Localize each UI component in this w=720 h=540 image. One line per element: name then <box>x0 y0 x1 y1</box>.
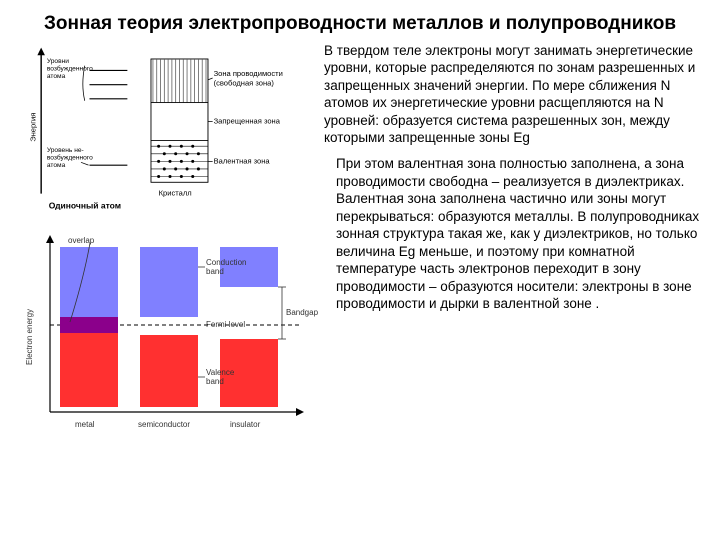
insulator-label: insulator <box>230 420 261 429</box>
forbidden-zone <box>151 102 208 140</box>
valence-zone-label: Валентная зона <box>214 156 271 165</box>
metal-bands <box>60 247 118 407</box>
excited-levels-label: Уровни возбужденного атома <box>47 58 95 80</box>
diagrams-column: Энергия Уровни возбужденного атома Урове… <box>20 42 320 462</box>
atom-crystal-diagram: Энергия Уровни возбужденного атома Урове… <box>20 42 320 222</box>
forbidden-zone-label: Запрещенная зона <box>214 116 281 125</box>
paragraph-1: В твердом теле электроны могут занимать … <box>324 42 700 147</box>
band-structure-diagram: Electron energy overlap <box>20 227 320 457</box>
bandgap-annotation: Bandgap <box>278 287 319 339</box>
valence-band <box>151 140 208 182</box>
text-column: В твердом теле электроны могут занимать … <box>320 42 700 462</box>
single-atom-label: Одиночный атом <box>49 200 121 210</box>
conduction-band <box>151 59 208 103</box>
energy-axis-label: Энергия <box>28 112 37 141</box>
metal-label: metal <box>75 420 95 429</box>
semiconductor-bands <box>140 247 198 407</box>
content-row: Энергия Уровни возбужденного атома Урове… <box>20 42 700 462</box>
conduction-zone-label: Зона проводимости (свободная зона) <box>214 69 285 87</box>
electron-energy-axis: Electron energy <box>25 309 34 365</box>
fermi-level-label: Fermi level <box>206 320 245 329</box>
page-title: Зонная теория электропроводности металло… <box>20 12 700 36</box>
semiconductor-label: semiconductor <box>138 420 190 429</box>
single-atom-levels <box>89 70 127 165</box>
overlap-label: overlap <box>68 236 95 245</box>
svg-text:Bandgap: Bandgap <box>286 308 319 317</box>
crystal-label: Кристалл <box>159 188 192 197</box>
paragraph-2: При этом валентная зона полностью заполн… <box>324 155 700 313</box>
ground-level-label: Уровень не- возбужденного атома <box>47 147 95 169</box>
